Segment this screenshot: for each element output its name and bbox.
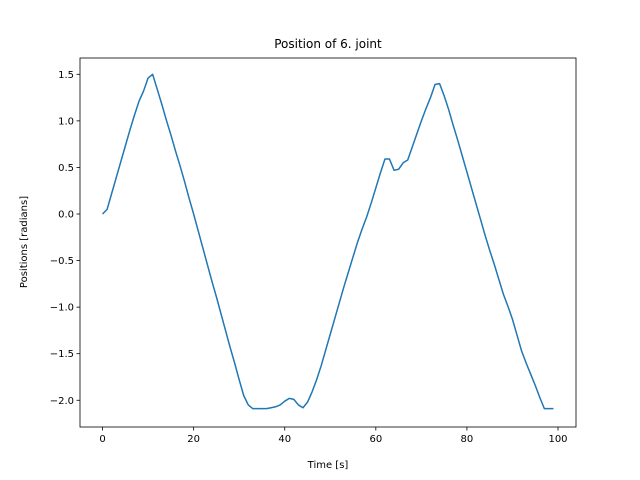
x-tick-label: 60 <box>369 434 382 445</box>
data-line <box>102 73 554 410</box>
y-tick-label: −2.0 <box>50 396 74 407</box>
plot-frame <box>79 57 577 428</box>
y-tick-label: 1.0 <box>58 116 74 127</box>
y-tick-label: 0.0 <box>58 210 74 221</box>
x-tick-label: 0 <box>99 434 105 445</box>
y-axis-label: Positions [radians] <box>19 196 30 288</box>
chart-title: Position of 6. joint <box>274 37 382 51</box>
y-tick-label: 1.5 <box>58 70 74 81</box>
x-tick-label: 20 <box>187 434 200 445</box>
x-tick-label: 40 <box>278 434 291 445</box>
x-axis-label: Time [s] <box>307 460 349 471</box>
y-tick-label: 0.5 <box>58 163 74 174</box>
x-tick-label: 100 <box>548 434 567 445</box>
x-tick-label: 80 <box>461 434 474 445</box>
y-tick-label: −1.0 <box>50 303 74 314</box>
y-tick-label: −1.5 <box>50 349 74 360</box>
y-tick-label: −0.5 <box>50 256 74 267</box>
